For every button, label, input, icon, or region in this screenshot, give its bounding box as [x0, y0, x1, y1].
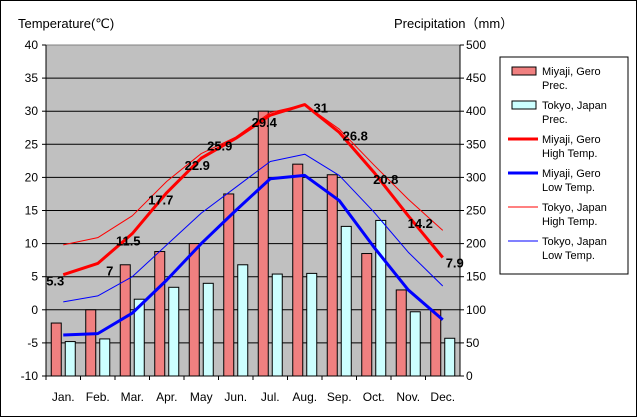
- left-tick-label: 20: [25, 170, 39, 184]
- data-label: 22.9: [185, 158, 210, 173]
- series-line: [63, 173, 444, 337]
- x-tick-label: Dec.: [430, 390, 455, 404]
- legend-label: Tokyo, Japan: [542, 100, 607, 112]
- legend-label: Miyaji, Gero: [542, 134, 601, 146]
- legend-label: Miyaji, Gero: [542, 66, 601, 78]
- legend-label: Prec.: [542, 114, 568, 126]
- right-tick-label: 150: [466, 270, 486, 284]
- right-tick-label: 100: [466, 303, 486, 317]
- right-tick-label: 200: [466, 237, 486, 251]
- left-tick-label: 10: [25, 237, 39, 251]
- series-line: [63, 153, 444, 303]
- data-label-layer: 5.3 711.5 17.7 22.9 25.9 29.4 31 26.8 20.8 14.2 7.…: [46, 101, 464, 289]
- bar: [99, 338, 111, 377]
- bar: [85, 309, 97, 377]
- data-label: 7: [106, 263, 113, 278]
- x-tick-label: Mar.: [121, 390, 144, 404]
- legend-label: High Temp.: [542, 216, 597, 228]
- bar: [237, 264, 249, 377]
- bar: [361, 253, 373, 377]
- right-tick-label: 250: [466, 204, 486, 218]
- data-label: 31: [314, 101, 328, 116]
- left-axis-title: Temperature(℃): [18, 16, 114, 31]
- data-label: 7.9: [446, 256, 464, 271]
- data-label: 29.4: [252, 115, 278, 130]
- bar: [326, 174, 338, 377]
- left-tick-label: 40: [25, 38, 39, 52]
- x-tick-label: Jun.: [224, 390, 247, 404]
- x-tick-label: May: [190, 390, 213, 404]
- x-tick-label: Feb.: [86, 390, 110, 404]
- right-tick-label: 500: [466, 38, 486, 52]
- bar: [340, 225, 352, 377]
- bar: [50, 322, 62, 377]
- bar: [444, 337, 456, 377]
- legend-label: Low Temp.: [542, 182, 595, 194]
- bar: [430, 309, 442, 377]
- right-tick-label: 300: [466, 170, 486, 184]
- left-tick-label: 35: [25, 71, 39, 85]
- left-tick-label: 0: [31, 303, 38, 317]
- right-tick-label: 50: [466, 336, 480, 350]
- right-tick-label: 0: [466, 369, 473, 383]
- x-tick-label: Oct.: [363, 390, 385, 404]
- left-tick-label: 15: [25, 204, 39, 218]
- legend-swatch: [511, 100, 537, 110]
- bar: [306, 272, 318, 377]
- legend-label: Low Temp.: [542, 250, 595, 262]
- data-label: 20.8: [373, 172, 398, 187]
- bar: [202, 282, 214, 377]
- x-tick-label: Apr.: [156, 390, 177, 404]
- x-tick-label: Aug.: [292, 390, 317, 404]
- x-tick-label: Jan.: [52, 390, 75, 404]
- data-label: 26.8: [343, 128, 368, 143]
- data-label: 17.7: [148, 193, 173, 208]
- series-line: [62, 103, 444, 277]
- x-tick-label: Sep.: [327, 390, 352, 404]
- right-axis-title: Precipitation（mm）: [394, 16, 513, 31]
- right-tick-label: 450: [466, 71, 486, 85]
- left-tick-label: 25: [25, 137, 39, 151]
- left-tick-label: -5: [27, 336, 38, 350]
- left-tick-label: 5: [31, 270, 38, 284]
- bar: [375, 219, 387, 377]
- legend-label: Tokyo, Japan: [542, 202, 607, 214]
- legend: Miyaji, Gero Prec. Tokyo, Japan Prec. Miyaji…: [508, 66, 607, 262]
- data-label: 25.9: [207, 138, 232, 153]
- bar: [271, 273, 283, 377]
- line-series-layer: [62, 103, 444, 337]
- bar: [64, 341, 76, 377]
- left-tick-label: 30: [25, 104, 39, 118]
- bar: [154, 251, 166, 377]
- bar: [395, 289, 407, 377]
- bar: [292, 163, 304, 377]
- legend-box: [499, 56, 629, 275]
- left-tick-label: -10: [21, 369, 39, 383]
- right-tick-label: 350: [466, 137, 486, 151]
- right-tick-label: 400: [466, 104, 486, 118]
- data-label: 11.5: [116, 234, 141, 249]
- bar: [257, 110, 269, 377]
- legend-label: Miyaji, Gero: [542, 168, 601, 180]
- x-tick-label: Nov.: [396, 390, 420, 404]
- legend-swatch: [511, 66, 537, 76]
- series-line: [63, 104, 444, 246]
- legend-label: Tokyo, Japan: [542, 236, 607, 248]
- bar: [168, 286, 180, 377]
- bar-series-layer: [50, 110, 456, 377]
- grid-lines: [46, 77, 460, 344]
- legend-label: High Temp.: [542, 148, 597, 160]
- bar: [188, 243, 200, 377]
- legend-label: Prec.: [542, 80, 568, 92]
- bar: [409, 311, 421, 377]
- axes: -10-505101520253035400501001502002503003…: [21, 38, 487, 404]
- x-tick-label: Jul.: [261, 390, 280, 404]
- data-label: 14.2: [408, 216, 433, 231]
- data-label: 5.3: [46, 274, 64, 289]
